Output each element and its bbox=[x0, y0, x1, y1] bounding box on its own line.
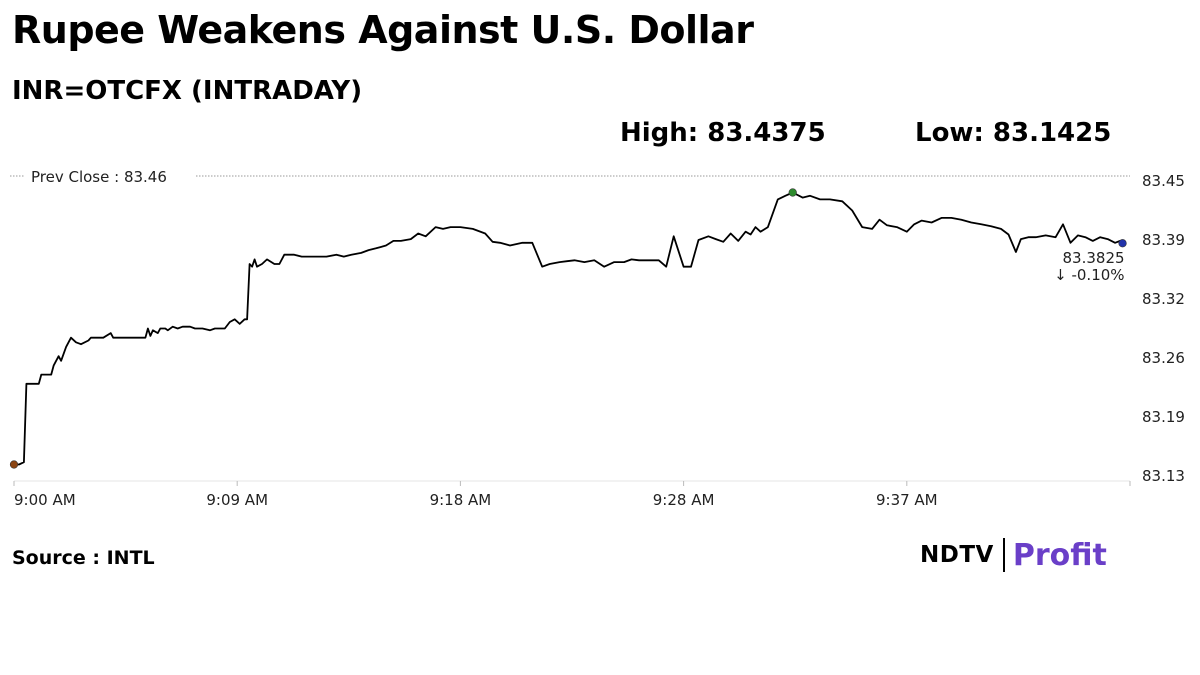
low-marker bbox=[9, 460, 19, 469]
prev-close-reference: Prev Close : 83.46 bbox=[10, 165, 1130, 187]
ndtv-profit-logo: NDTV Profit bbox=[920, 535, 1107, 575]
prev-close-label: Prev Close : 83.46 bbox=[31, 168, 167, 186]
x-tick-label: 9:28 AM bbox=[653, 491, 715, 509]
y-tick-label: 83.39 bbox=[1142, 231, 1185, 249]
price-series bbox=[14, 191, 1124, 466]
last-value-label: 83.3825 bbox=[1063, 249, 1125, 267]
instrument-subtitle: INR=OTCFX (INTRADAY) bbox=[12, 76, 363, 106]
logo-profit-text: Profit bbox=[1012, 537, 1107, 573]
chart-labels: 9:00 AM 9:09 AM 9:18 AM 9:28 AM 9:37 AM 83.45… bbox=[14, 172, 1185, 509]
intraday-line-chart: Prev Close : 83.46 9:00 AM 9:09 AM 9:18 AM… bbox=[9, 165, 1185, 509]
logo-divider bbox=[1002, 538, 1005, 572]
x-tick-label: 9:37 AM bbox=[876, 491, 938, 509]
y-tick-label: 83.13 bbox=[1142, 467, 1185, 485]
x-tick-label: 9:18 AM bbox=[430, 491, 492, 509]
prev-close-label-bg bbox=[24, 165, 196, 187]
change-label: ↓ -0.10% bbox=[1054, 266, 1124, 284]
y-tick-label: 83.45 bbox=[1142, 172, 1185, 190]
x-tick-label: 9:09 AM bbox=[206, 491, 268, 509]
page-title: Rupee Weakens Against U.S. Dollar bbox=[12, 8, 754, 52]
price-line bbox=[14, 191, 1124, 466]
source-note: Source : INTL bbox=[12, 547, 155, 569]
x-tick-label: 9:00 AM bbox=[14, 491, 76, 509]
low-value: Low: 83.1425 bbox=[915, 118, 1112, 148]
chart-gridlines bbox=[13, 480, 1131, 486]
y-tick-label: 83.19 bbox=[1142, 408, 1185, 426]
high-marker bbox=[788, 188, 797, 197]
high-value: High: 83.4375 bbox=[620, 118, 826, 148]
logo-ndtv-text: NDTV bbox=[920, 542, 994, 568]
last-marker bbox=[1118, 239, 1127, 248]
chart-markers bbox=[9, 188, 1127, 469]
y-tick-label: 83.26 bbox=[1142, 349, 1185, 367]
y-tick-label: 83.32 bbox=[1142, 290, 1185, 308]
